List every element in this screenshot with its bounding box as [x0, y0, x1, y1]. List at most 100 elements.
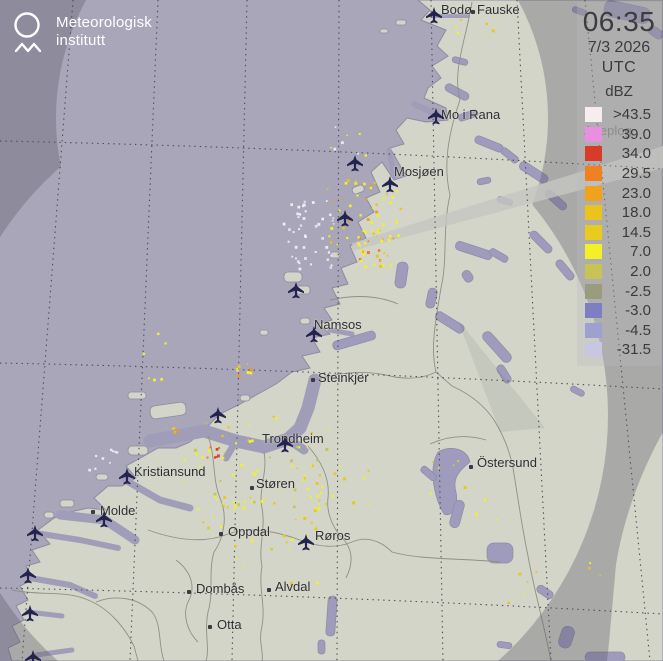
city-label: Mosjøen [394, 164, 444, 179]
airplane-icon [117, 466, 137, 486]
legend-swatch [585, 166, 602, 182]
clock-date: 7/3 2026 [587, 39, 651, 56]
city-marker-dot [208, 625, 212, 629]
airplane-icon [304, 324, 324, 344]
legend-swatch [585, 264, 602, 280]
legend-row: 18.0 [577, 203, 661, 223]
islands [43, 19, 407, 519]
city-label: Alvdal [275, 579, 311, 594]
legend-swatch [585, 283, 602, 299]
airplane-icon [380, 174, 400, 194]
city-label: Dombås [196, 581, 245, 596]
legend-row: >43.5 [577, 105, 661, 125]
fjords [25, 14, 470, 658]
legend-row: 7.0 [577, 242, 661, 262]
met-logo: Meteorologisk institutt [13, 11, 152, 55]
city-label: Fauske [477, 2, 520, 17]
legend-label: 34.0 [621, 145, 651, 163]
legend-row: -2.5 [577, 281, 661, 301]
legend-label: -2.5 [625, 282, 651, 300]
airplane-icon [18, 565, 38, 585]
legend-swatch [585, 322, 602, 338]
clock-timezone: UTC [601, 59, 637, 76]
airplane-icon [23, 648, 43, 661]
legend-label: -4.5 [625, 321, 651, 339]
city-label: Bodø [441, 2, 473, 17]
legend-swatch [585, 224, 602, 240]
legend-label: 23.0 [621, 184, 651, 202]
airplane-icon [94, 509, 114, 529]
city-marker-dot [91, 510, 95, 514]
city-label: Otta [217, 617, 242, 632]
legend-label: 7.0 [630, 243, 651, 261]
city-label: Oppdal [228, 524, 270, 539]
airplane-icon [25, 523, 45, 543]
legend-label: 39.0 [621, 125, 651, 143]
city-marker-dot [471, 10, 475, 14]
legend-label: -31.5 [616, 341, 651, 359]
legend-row: 14.5 [577, 223, 661, 243]
legend-label: 29.5 [621, 165, 651, 183]
legend-swatch [585, 303, 602, 319]
legend-row: -31.5 [577, 340, 661, 360]
airplane-icon [20, 603, 40, 623]
legend-label: 14.5 [621, 223, 651, 241]
city-marker-dot [187, 590, 191, 594]
airplane-icon [286, 280, 306, 300]
legend-swatch [585, 126, 602, 142]
legend-swatch [585, 244, 602, 260]
legend-swatch [585, 146, 602, 162]
city-marker-dot [311, 378, 315, 382]
legend-row: 23.0 [577, 183, 661, 203]
legend-row: 34.0 [577, 144, 661, 164]
legend-row: -4.5 [577, 321, 661, 341]
clock-time: 06:35 [582, 6, 656, 37]
airplane-icon [335, 208, 355, 228]
city-label: Røros [315, 528, 351, 543]
city-label: Kristiansund [134, 464, 206, 479]
lakes [317, 0, 663, 661]
met-logo-line2: institutt [56, 32, 106, 49]
legend-row: 29.5 [577, 164, 661, 184]
legend-row: 2.0 [577, 262, 661, 282]
precipitation-echoes [88, 18, 601, 605]
legend-title: dBZ [605, 83, 633, 100]
legend-swatch [585, 107, 602, 123]
city-label: Steinkjer [318, 370, 369, 385]
city-marker-dot [250, 486, 254, 490]
city-label: Mo i Rana [441, 107, 501, 122]
legend-row: 39.0 [577, 125, 661, 145]
legend-label: >43.5 [613, 106, 651, 124]
legend-swatch [585, 205, 602, 221]
borders [11, 1, 552, 661]
met-logo-text: Meteorologisk institutt [56, 11, 152, 55]
city-label: Støren [256, 476, 296, 491]
legend-label: 18.0 [621, 204, 651, 222]
met-logo-line1: Meteorologisk [56, 14, 152, 31]
clock-legend-panel: 06:35 7/3 2026 UTC dBZ >43.5 39.0 34.0 29.5… [577, 2, 661, 366]
city-marker-dot [469, 465, 473, 469]
legend-swatch [585, 342, 602, 358]
legend-row: -3.0 [577, 301, 661, 321]
city-label: Molde [100, 503, 136, 518]
airplane-icon [426, 106, 446, 126]
city-marker-dot [267, 588, 271, 592]
legend-label: 2.0 [630, 263, 651, 281]
dbz-legend: >43.5 39.0 34.0 29.5 23.0 18.0 14.5 7.0 2.0 -2.5 -… [577, 105, 661, 360]
city-label: Östersund [477, 455, 537, 470]
legend-label: -3.0 [625, 302, 651, 320]
circle-wave-icon [14, 12, 42, 53]
dark-sector [458, 320, 545, 432]
city-marker-dot [219, 532, 223, 536]
city-label: Namsos [314, 317, 362, 332]
airplane-icon [208, 405, 228, 425]
airplane-icon [296, 532, 316, 552]
airplane-icon [424, 5, 444, 25]
airplane-icon [275, 434, 295, 454]
legend-swatch [585, 185, 602, 201]
